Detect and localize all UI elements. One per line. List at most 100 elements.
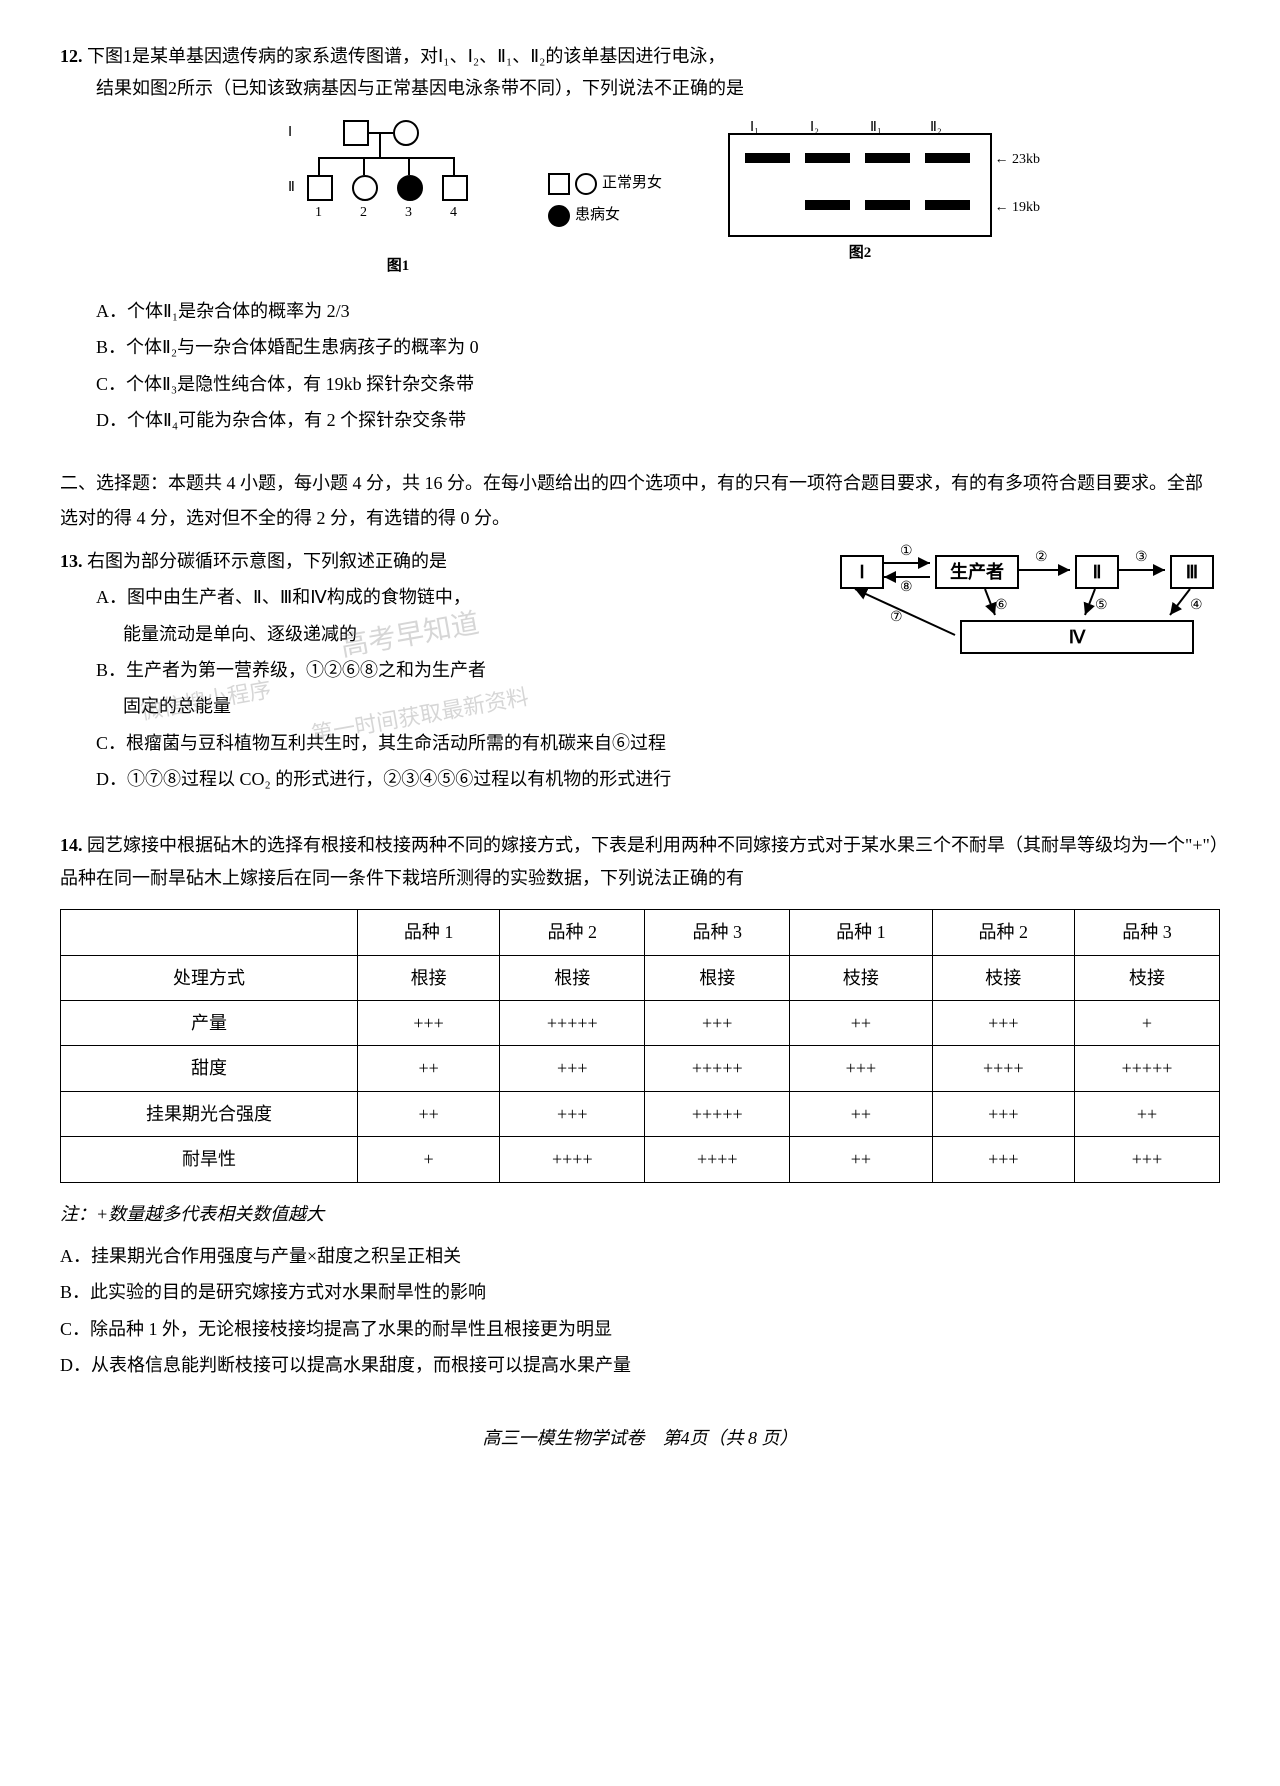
- legend-affected-text: 患病女: [575, 202, 620, 229]
- ped-II3: [397, 175, 423, 201]
- fig2-caption: 图2: [728, 240, 992, 267]
- gen2-label: Ⅱ: [288, 175, 295, 200]
- q14-optA: A．挂果期光合作用强度与产量×甜度之积呈正相关: [60, 1240, 1220, 1272]
- q13-optA-l2: 能量流动是单向、逐级递减的: [96, 618, 1220, 650]
- table-cell: 耐旱性: [61, 1137, 358, 1182]
- th0: [61, 910, 358, 955]
- gel-diagram: Ⅰ₁ Ⅰ₂ Ⅱ₁ Ⅱ₂ ← 23kb ← 19kb: [728, 133, 992, 237]
- q14-note: 注：+数量越多代表相关数值越大: [60, 1198, 1220, 1230]
- th3: 品种 3: [645, 910, 790, 955]
- size-23kb: ← 23kb: [995, 147, 1041, 172]
- legend-normal-text: 正常男女: [602, 170, 662, 197]
- gen1-label: Ⅰ: [288, 120, 292, 145]
- table-cell: 处理方式: [61, 955, 358, 1000]
- q13-optB-l2: 固定的总能量: [96, 690, 1220, 722]
- th2: 品种 2: [500, 910, 645, 955]
- band: [805, 200, 850, 210]
- q12-stem-line2: 结果如图2所示（已知该致病基因与正常基因电泳条带不同），下列说法不正确的是: [60, 78, 744, 98]
- th1: 品种 1: [357, 910, 499, 955]
- table-cell: 枝接: [1075, 955, 1220, 1000]
- section2-header: 二、选择题：本题共 4 小题，每小题 4 分，共 16 分。在每小题给出的四个选…: [60, 466, 1220, 534]
- ped-n2: 2: [360, 200, 367, 225]
- legend-cr-icon: [575, 173, 597, 195]
- th5: 品种 2: [932, 910, 1074, 955]
- q13-optB-l1: B．生产者为第一营养级，①②⑥⑧之和为生产者: [96, 654, 1220, 686]
- lane2: Ⅰ₂: [810, 115, 819, 140]
- table-cell: ++++: [500, 1137, 645, 1182]
- table-cell: ++++: [932, 1046, 1074, 1091]
- table-cell: 枝接: [932, 955, 1074, 1000]
- fig1-caption: 图1: [288, 253, 508, 280]
- q12-optA: A．个体Ⅱ₁是杂合体的概率为 2/3: [96, 295, 1220, 327]
- table-cell: ++: [790, 1001, 932, 1046]
- band: [925, 200, 970, 210]
- al1: ①: [900, 539, 913, 564]
- table-cell: ++: [790, 1091, 932, 1136]
- table-cell: +++: [932, 1001, 1074, 1046]
- pedigree-container: Ⅰ Ⅱ 1 2 3 4 图1: [288, 120, 508, 280]
- table-cell: +: [357, 1137, 499, 1182]
- q13-stem: 右图为部分碳循环示意图，下列叙述正确的是: [87, 551, 447, 571]
- ped-II4: [442, 175, 468, 201]
- table-cell: ++: [1075, 1091, 1220, 1136]
- table-cell: 产量: [61, 1001, 358, 1046]
- q13-number: 13.: [60, 551, 83, 571]
- q13-optC: C．根瘤菌与豆科植物互利共生时，其生命活动所需的有机碳来自⑥过程: [96, 727, 1220, 759]
- band: [865, 153, 910, 163]
- q12-optD: D．个体Ⅱ₄可能为杂合体，有 2 个探针杂交条带: [96, 404, 1220, 436]
- ped-n3: 3: [405, 200, 412, 225]
- q14-table: 品种 1 品种 2 品种 3 品种 1 品种 2 品种 3 处理方式根接根接根接…: [60, 909, 1220, 1182]
- ped-n1: 1: [315, 200, 322, 225]
- ped-I1: [343, 120, 369, 146]
- legend-cr-filled-icon: [548, 205, 570, 227]
- q14-optC: C．除品种 1 外，无论根接枝接均提高了水果的耐旱性且根接更为明显: [60, 1313, 1220, 1345]
- question-12: 12. 下图1是某单基因遗传病的家系遗传图谱，对Ⅰ₁、Ⅰ₂、Ⅱ₁、Ⅱ₂的该单基因…: [60, 40, 1220, 436]
- q13-options: 高考早知道 微信搜小程序 第一时间获取最新资料 A．图中由生产者、Ⅱ、Ⅲ和Ⅳ构成…: [60, 581, 1220, 795]
- ped-line: [408, 157, 410, 175]
- table-row: 产量+++++++++++++++++: [61, 1001, 1220, 1046]
- ped-n4: 4: [450, 200, 457, 225]
- th4: 品种 1: [790, 910, 932, 955]
- table-cell: +: [1075, 1001, 1220, 1046]
- question-13: Ⅰ 生产者 Ⅱ Ⅲ Ⅳ ① ② ③ ④ ⑤ ⑥ ⑦ ⑧ 13. 右图为部分碳循环…: [60, 545, 1220, 800]
- pedigree-diagram: Ⅰ Ⅱ 1 2 3 4: [288, 120, 508, 250]
- q14-options: A．挂果期光合作用强度与产量×甜度之积呈正相关 B．此实验的目的是研究嫁接方式对…: [60, 1240, 1220, 1382]
- q12-optC: C．个体Ⅱ₃是隐性纯合体，有 19kb 探针杂交条带: [96, 368, 1220, 400]
- table-cell: +++++: [500, 1001, 645, 1046]
- band: [805, 153, 850, 163]
- ped-line: [318, 157, 320, 175]
- q13-optA-l1: A．图中由生产者、Ⅱ、Ⅲ和Ⅳ构成的食物链中，: [96, 581, 1220, 613]
- question-14: 14. 园艺嫁接中根据砧木的选择有根接和枝接两种不同的嫁接方式，下表是利用两种不…: [60, 829, 1220, 1381]
- table-cell: ++: [357, 1091, 499, 1136]
- band: [865, 200, 910, 210]
- table-cell: +++++: [1075, 1046, 1220, 1091]
- table-cell: +++++: [645, 1046, 790, 1091]
- q14-optD: D．从表格信息能判断枝接可以提高水果甜度，而根接可以提高水果产量: [60, 1349, 1220, 1381]
- page-footer: 高三一模生物学试卷 第4页（共 8 页）: [60, 1422, 1220, 1454]
- al3: ③: [1135, 545, 1148, 570]
- gel-container: Ⅰ₁ Ⅰ₂ Ⅱ₁ Ⅱ₂ ← 23kb ← 19kb 图2: [728, 133, 992, 267]
- q12-figures: Ⅰ Ⅱ 1 2 3 4 图1: [60, 120, 1220, 280]
- q12-options: A．个体Ⅱ₁是杂合体的概率为 2/3 B．个体Ⅱ₂与一杂合体婚配生患病孩子的概率…: [60, 295, 1220, 437]
- ped-I2: [393, 120, 419, 146]
- size-19kb: ← 19kb: [995, 195, 1041, 220]
- q14-optB: B．此实验的目的是研究嫁接方式对水果耐旱性的影响: [60, 1276, 1220, 1308]
- table-cell: 根接: [357, 955, 499, 1000]
- table-row: 挂果期光合强度+++++++++++++++++: [61, 1091, 1220, 1136]
- ped-II1: [307, 175, 333, 201]
- legend-normal: 正常男女: [548, 170, 688, 197]
- table-row: 处理方式根接根接根接枝接枝接枝接: [61, 955, 1220, 1000]
- pedigree-legend: 正常男女 患病女: [548, 165, 688, 234]
- table-header-row: 品种 1 品种 2 品种 3 品种 1 品种 2 品种 3: [61, 910, 1220, 955]
- table-cell: 根接: [500, 955, 645, 1000]
- q13-optD: D．①⑦⑧过程以 CO₂ 的形式进行，②③④⑤⑥过程以有机物的形式进行: [96, 763, 1220, 795]
- table-cell: +++: [357, 1001, 499, 1046]
- ped-line: [318, 157, 453, 159]
- legend-affected: 患病女: [548, 202, 688, 229]
- legend-sq-icon: [548, 173, 570, 195]
- table-cell: +++++: [645, 1091, 790, 1136]
- table-cell: ++: [790, 1137, 932, 1182]
- table-cell: +++: [645, 1001, 790, 1046]
- q12-number: 12.: [60, 46, 83, 66]
- q14-stem: 园艺嫁接中根据砧木的选择有根接和枝接两种不同的嫁接方式，下表是利用两种不同嫁接方…: [60, 835, 1219, 887]
